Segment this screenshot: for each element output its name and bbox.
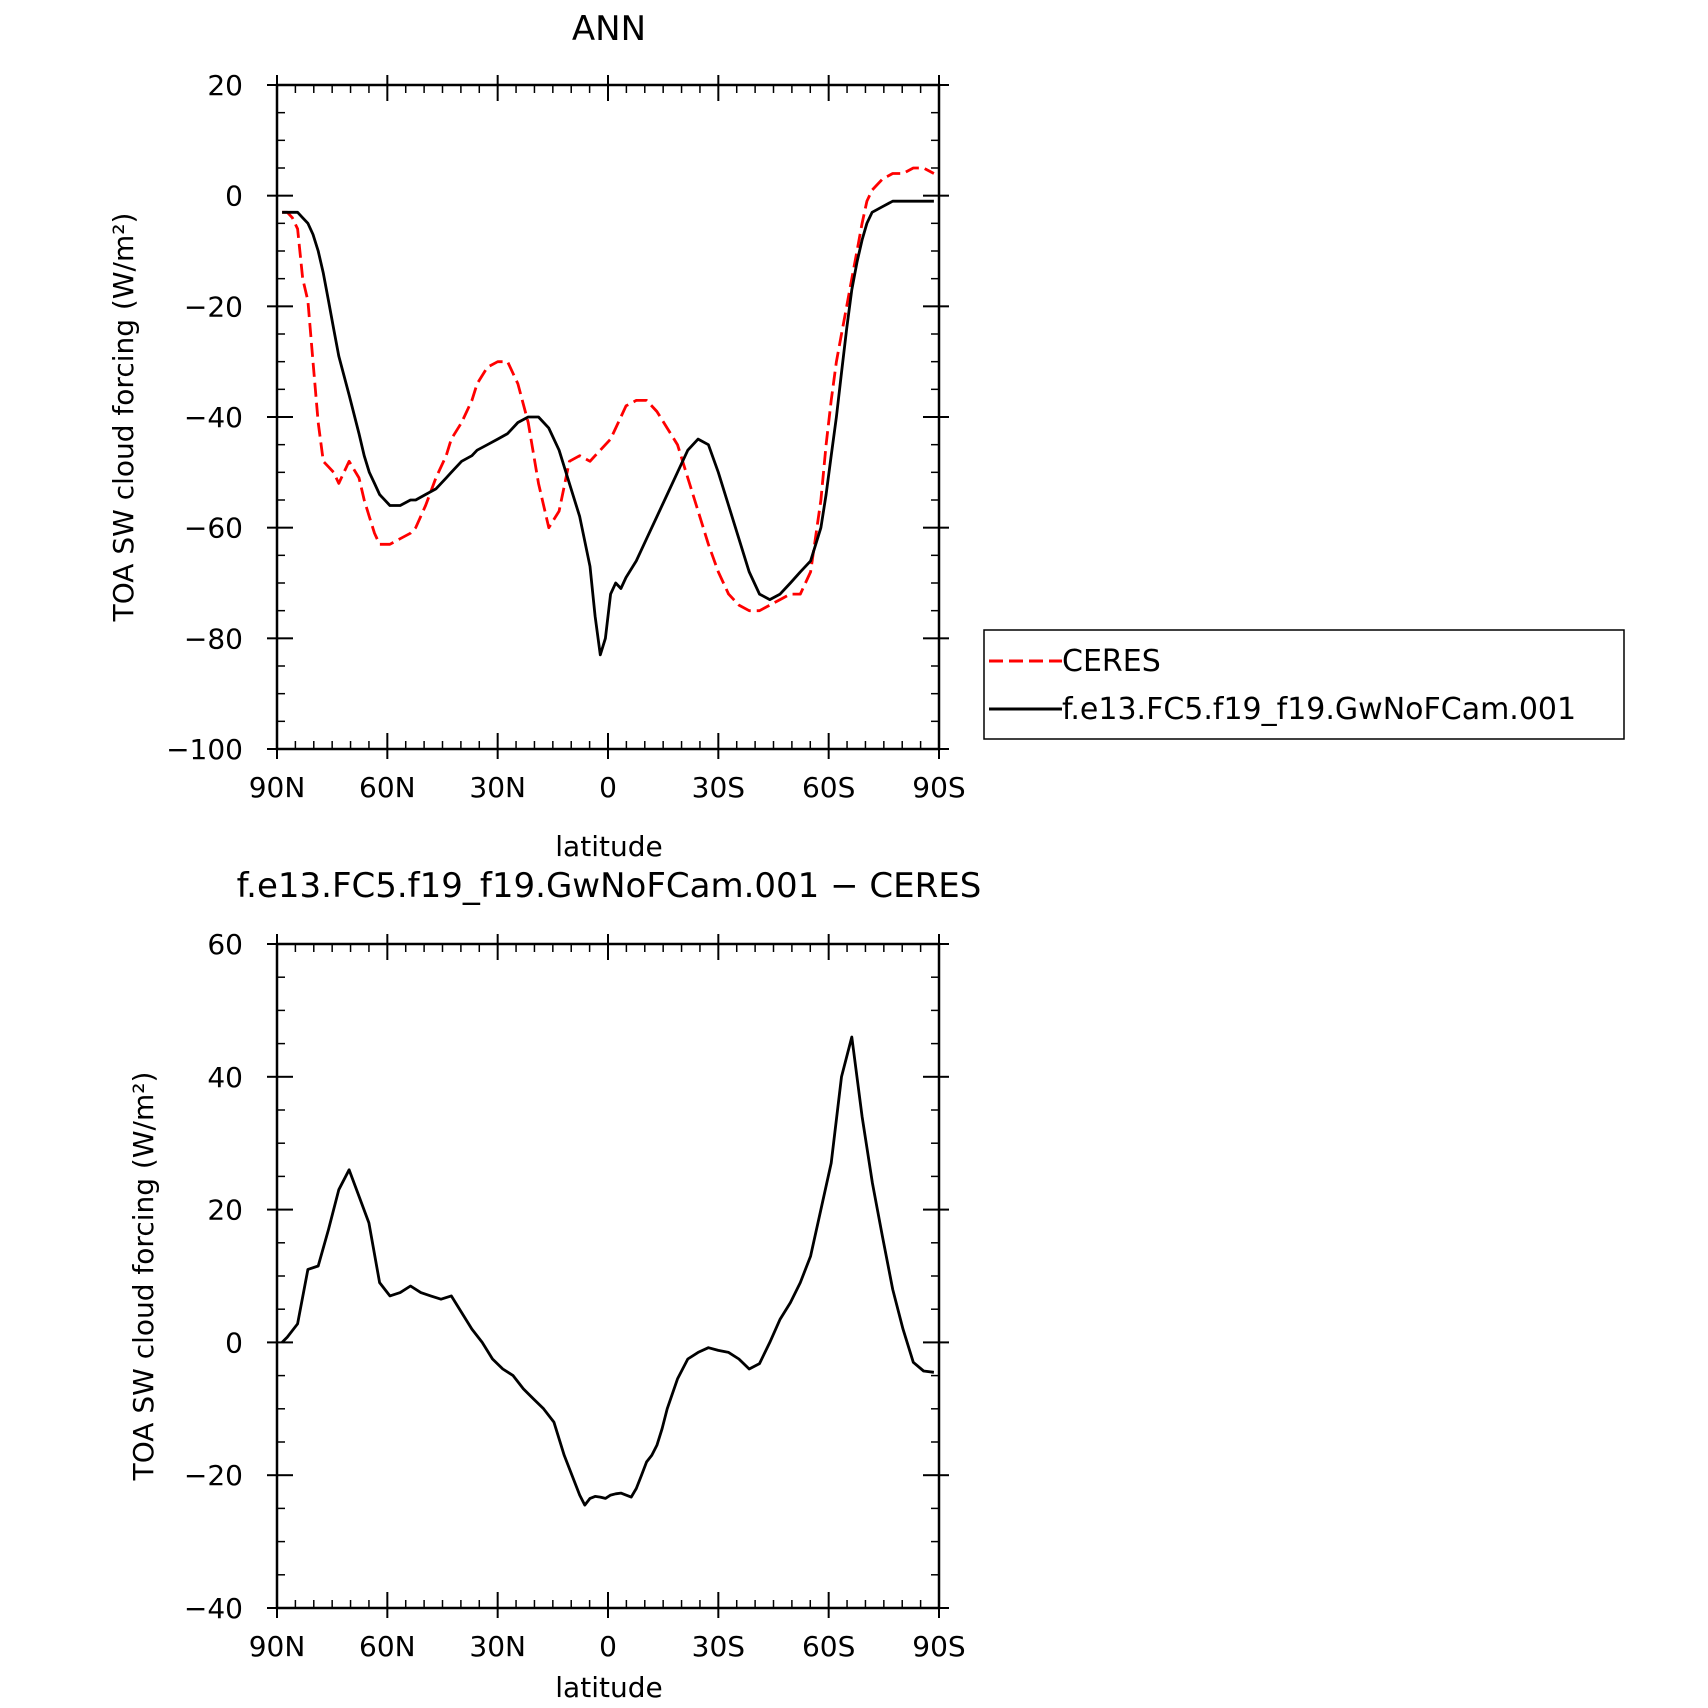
y-tick-label: 20 bbox=[207, 1194, 243, 1227]
top-y-tick-labels: 20 0 −20 −40 −60 −80 −100 bbox=[166, 69, 243, 766]
top-chart-title: ANN bbox=[572, 9, 646, 49]
y-tick-label: −100 bbox=[166, 733, 243, 766]
x-tick-label: 90N bbox=[249, 1630, 306, 1663]
y-tick-label: −40 bbox=[184, 401, 243, 434]
bottom-x-tick-labels: 90N 60N 30N 0 30S 60S 90S bbox=[249, 1630, 966, 1663]
y-tick-label: 20 bbox=[207, 69, 243, 102]
x-tick-label: 30N bbox=[469, 771, 526, 804]
x-tick-label: 60S bbox=[802, 1630, 855, 1663]
y-tick-label: 0 bbox=[225, 1326, 243, 1359]
y-tick-label: −60 bbox=[184, 512, 243, 545]
bottom-chart-title: f.e13.FC5.f19_f19.GwNoFCam.001 − CERES bbox=[237, 866, 982, 906]
x-tick-label: 90S bbox=[912, 1630, 965, 1663]
bottom-chart-panel: f.e13.FC5.f19_f19.GwNoFCam.001 − CERES 9… bbox=[127, 866, 981, 1704]
top-series-group bbox=[282, 166, 935, 657]
y-tick-label: −20 bbox=[184, 1459, 243, 1492]
x-tick-label: 60S bbox=[802, 771, 855, 804]
top-series-line-1 bbox=[282, 199, 934, 657]
y-tick-label: −80 bbox=[184, 622, 243, 655]
top-y-axis-label: TOA SW cloud forcing (W/m²) bbox=[107, 213, 140, 623]
legend-box bbox=[983, 629, 1625, 740]
x-tick-label: 0 bbox=[599, 771, 617, 804]
bottom-axis-ticks bbox=[267, 934, 949, 1618]
x-tick-label: 90N bbox=[249, 771, 306, 804]
legend-ceres-label: CERES bbox=[1062, 644, 1161, 679]
bottom-series-line-0 bbox=[281, 1035, 935, 1507]
y-tick-label: 60 bbox=[207, 928, 243, 961]
y-tick-label: 40 bbox=[207, 1061, 243, 1094]
legend-model-label: f.e13.FC5.f19_f19.GwNoFCam.001 bbox=[1062, 692, 1576, 727]
y-tick-label: −20 bbox=[184, 290, 243, 323]
y-tick-label: −40 bbox=[184, 1592, 243, 1625]
bottom-y-axis-label: TOA SW cloud forcing (W/m²) bbox=[127, 1072, 160, 1482]
top-axis-ticks bbox=[267, 75, 949, 759]
top-plot-frame bbox=[275, 83, 941, 751]
x-tick-label: 60N bbox=[359, 771, 416, 804]
bottom-x-axis-label: latitude bbox=[555, 1671, 662, 1704]
bottom-y-tick-labels: 60 40 20 0 −20 −40 bbox=[184, 928, 243, 1625]
x-tick-label: 0 bbox=[599, 1630, 617, 1663]
bottom-series-group bbox=[281, 1035, 935, 1507]
top-x-axis-label: latitude bbox=[555, 830, 662, 863]
x-tick-label: 30S bbox=[692, 771, 745, 804]
top-x-tick-labels: 90N 60N 30N 0 30S 60S 90S bbox=[249, 771, 966, 804]
x-tick-label: 30S bbox=[692, 1630, 745, 1663]
top-chart-panel: ANN 90N 60N 30N 0 30S 60S 90S 20 0 −20 −40 −60 −80 −… bbox=[107, 9, 966, 863]
x-tick-label: 90S bbox=[912, 771, 965, 804]
bottom-plot-frame bbox=[275, 942, 941, 1610]
legend: CERES f.e13.FC5.f19_f19.GwNoFCam.001 bbox=[983, 629, 1625, 740]
y-tick-label: 0 bbox=[225, 180, 243, 213]
top-series-line-0 bbox=[282, 166, 935, 613]
x-tick-label: 30N bbox=[469, 1630, 526, 1663]
x-tick-label: 60N bbox=[359, 1630, 416, 1663]
